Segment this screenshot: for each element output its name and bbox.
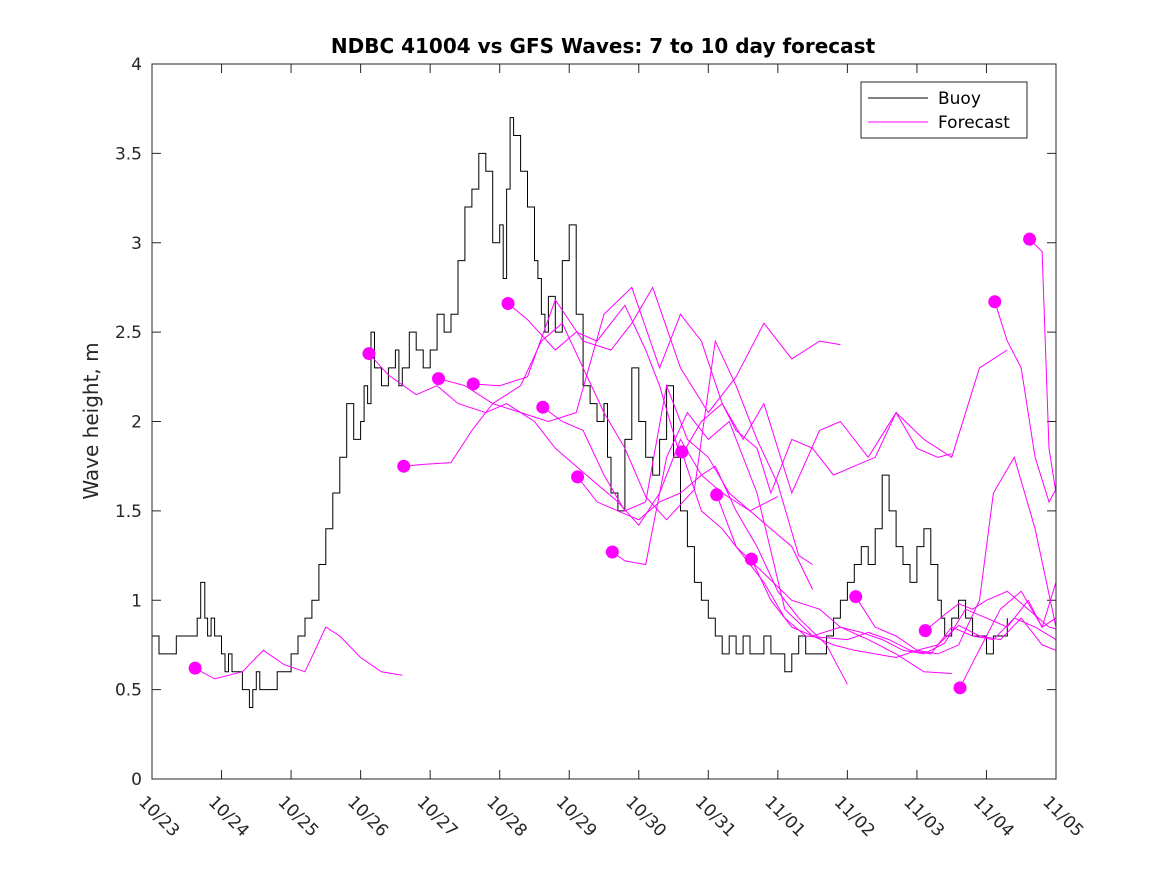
- forecast-start-marker: [849, 590, 863, 604]
- forecast-line-6: [507, 303, 952, 495]
- chart-title: NDBC 41004 vs GFS Waves: 7 to 10 day for…: [331, 34, 876, 58]
- forecast-start-marker: [188, 661, 202, 675]
- forecast-start-marker: [501, 297, 515, 311]
- y-tick-labels: 0 0.5 1 1.5 2 2.5 3 3.5 4: [115, 55, 142, 790]
- forecast-start-marker: [710, 488, 724, 502]
- y-tick-label: 2.5: [115, 323, 142, 343]
- forecast-line-16: [994, 301, 1057, 504]
- y-tick-label: 0.5: [115, 681, 142, 701]
- forecast-line-5: [473, 286, 841, 414]
- forecast-start-marker: [744, 552, 758, 566]
- forecast-start-marker: [1023, 232, 1037, 246]
- forecast-line-7: [542, 383, 814, 590]
- legend-box: [860, 81, 1028, 139]
- y-tick-label: 4: [131, 55, 142, 75]
- y-tick-label: 1: [131, 591, 142, 611]
- forecast-start-marker: [605, 545, 619, 559]
- forecast-start-marker: [953, 681, 967, 695]
- forecast-line-3: [403, 322, 813, 565]
- legend-buoy-label: Buoy: [938, 89, 981, 109]
- y-axis-label: Wave height, m: [79, 342, 103, 499]
- forecast-line-14: [924, 590, 1057, 631]
- y-tick-label: 2: [131, 413, 142, 433]
- forecast-line-15: [959, 582, 1057, 689]
- forecast-start-marker: [431, 372, 445, 386]
- lines-layer: [152, 117, 1057, 708]
- forecast-start-marker: [397, 459, 411, 473]
- forecast-line-9: [612, 411, 952, 674]
- buoy-line: [152, 117, 1008, 708]
- forecast-line-12: [750, 558, 1057, 659]
- legend-forecast-label: Forecast: [938, 113, 1010, 133]
- forecast-start-marker: [675, 445, 689, 459]
- forecast-line-17: [1029, 238, 1057, 494]
- forecast-line-8: [577, 465, 848, 685]
- legend: Buoy Forecast: [860, 81, 1028, 139]
- axes-box: [151, 63, 1057, 780]
- y-tick-label: 1.5: [115, 502, 142, 522]
- forecast-start-marker: [536, 400, 550, 414]
- markers-layer: [188, 232, 1037, 695]
- y-tick-label: 0: [131, 770, 142, 790]
- forecast-start-marker: [466, 377, 480, 391]
- y-tick-label: 3: [131, 234, 142, 254]
- forecast-start-marker: [988, 295, 1002, 309]
- forecast-line-10: [681, 451, 1057, 655]
- plot-area: [151, 63, 1057, 780]
- y-tick-label: 3.5: [115, 144, 142, 164]
- forecast-start-marker: [571, 470, 585, 484]
- forecast-line-11: [716, 494, 1057, 655]
- forecast-line-13: [855, 456, 1057, 655]
- forecast-start-marker: [362, 347, 376, 361]
- forecast-start-marker: [918, 624, 932, 638]
- forecast-line-1: [194, 626, 403, 680]
